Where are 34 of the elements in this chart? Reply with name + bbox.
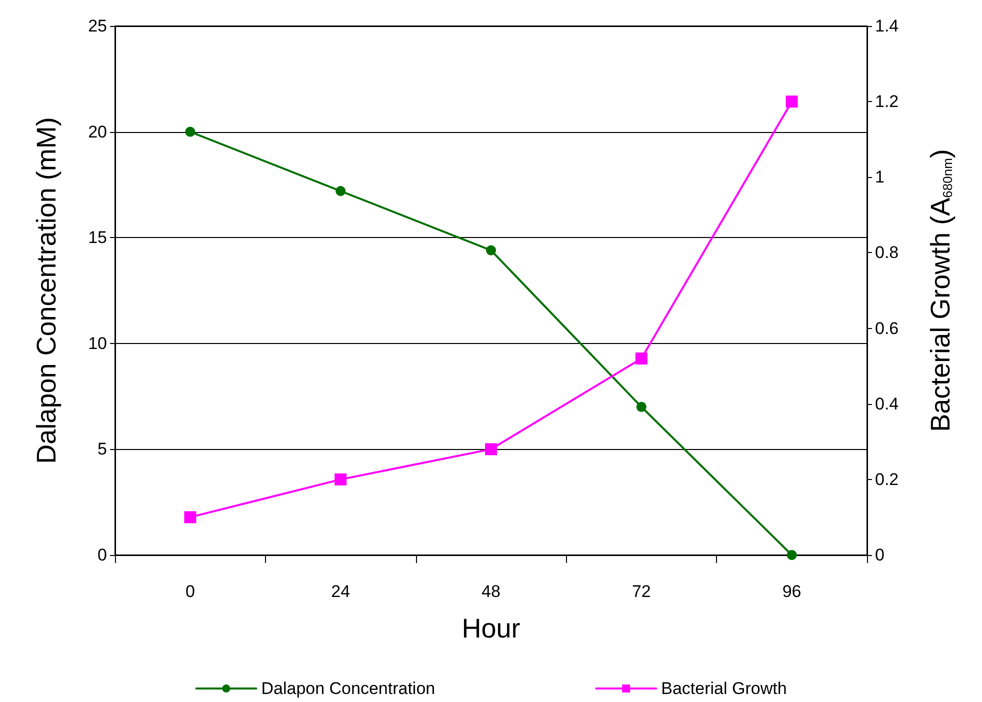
y-tick-label: 10 (88, 334, 107, 353)
legend-label: Bacterial Growth (661, 679, 787, 698)
point (336, 186, 346, 196)
y-tick-label: 0 (98, 546, 107, 564)
x-tick-label: 24 (331, 582, 350, 601)
y-axis-title: Dalapon Concentration (mM) (32, 117, 62, 464)
point (485, 443, 497, 456)
point (184, 511, 196, 524)
y2-tick-label: 1.4 (875, 16, 899, 36)
y2-tick-label: 0 (875, 546, 884, 564)
point (786, 96, 798, 108)
y2-axis-title: Bacterial Growth (A680nm) (926, 149, 956, 432)
point (334, 473, 347, 486)
legend-label: Dalapon Concentration (261, 679, 436, 698)
x-axis-title: Hour (462, 614, 520, 644)
y-tick-label: 25 (88, 16, 107, 36)
y2-tick-label: 0.6 (875, 318, 899, 338)
y2-tick-label: 0.2 (875, 470, 899, 489)
x-tick-label: 0 (185, 582, 195, 601)
y2-tick-label: 0.4 (875, 394, 899, 414)
x-tick-label: 72 (632, 582, 651, 601)
y2-tick-label: 0.8 (875, 243, 899, 262)
y-tick-label: 5 (98, 440, 107, 459)
point (635, 352, 648, 365)
y2-tick-label: 1.2 (875, 92, 899, 112)
y-tick-label: 15 (88, 228, 107, 248)
point (786, 550, 797, 560)
point (185, 126, 196, 137)
y2-tick-label: 1 (875, 168, 884, 187)
point (636, 402, 646, 412)
y-tick-label: 20 (88, 122, 107, 142)
point (486, 245, 496, 256)
x-tick-label: 48 (482, 582, 500, 601)
x-tick-label: 96 (782, 582, 802, 601)
